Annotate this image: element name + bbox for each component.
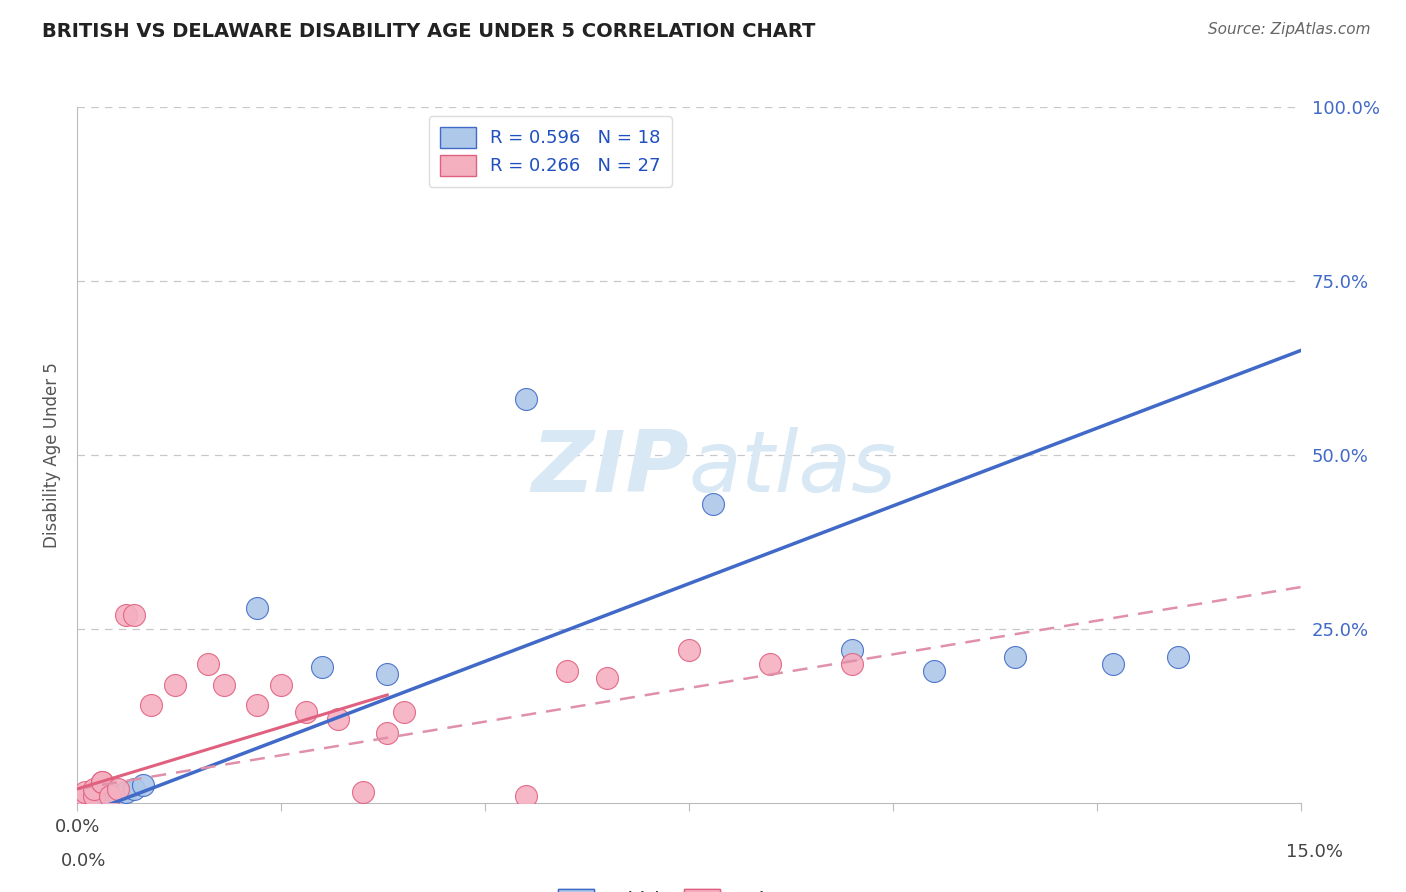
Text: ZIP: ZIP [531, 427, 689, 510]
Point [246, 601, 269, 615]
Point [124, 781, 146, 796]
Text: 0.0%: 0.0% [60, 852, 107, 870]
Text: 15.0%: 15.0% [1286, 843, 1343, 861]
Y-axis label: Disability Age Under 5: Disability Age Under 5 [44, 362, 62, 548]
Text: BRITISH VS DELAWARE DISABILITY AGE UNDER 5 CORRELATION CHART: BRITISH VS DELAWARE DISABILITY AGE UNDER… [42, 22, 815, 41]
Point [515, 392, 537, 407]
Legend: British, Delaware: British, Delaware [551, 881, 827, 892]
Point [270, 677, 292, 691]
Point [841, 642, 863, 657]
Point [922, 664, 945, 678]
Point [1102, 657, 1125, 671]
Point [75, 785, 97, 799]
Point [1167, 649, 1189, 664]
Text: Source: ZipAtlas.com: Source: ZipAtlas.com [1208, 22, 1371, 37]
Point [555, 664, 578, 678]
Point [83, 789, 105, 803]
Point [98, 789, 121, 803]
Point [98, 785, 121, 799]
Text: atlas: atlas [689, 427, 897, 510]
Point [311, 660, 333, 674]
Point [328, 712, 350, 726]
Point [124, 607, 146, 622]
Point [165, 677, 187, 691]
Point [596, 671, 619, 685]
Point [131, 778, 153, 792]
Point [1004, 649, 1026, 664]
Point [90, 775, 112, 789]
Point [75, 789, 97, 803]
Point [197, 657, 219, 671]
Point [702, 497, 724, 511]
Point [515, 789, 537, 803]
Point [90, 775, 112, 789]
Point [83, 789, 105, 803]
Point [294, 706, 316, 720]
Point [115, 607, 138, 622]
Point [392, 706, 415, 720]
Point [375, 726, 398, 740]
Point [246, 698, 269, 713]
Point [139, 698, 162, 713]
Point [107, 789, 129, 803]
Point [678, 642, 700, 657]
Point [107, 781, 129, 796]
Point [75, 789, 97, 803]
Point [115, 785, 138, 799]
Point [90, 785, 112, 799]
Point [352, 785, 374, 799]
Point [83, 781, 105, 796]
Point [375, 667, 398, 681]
Point [841, 657, 863, 671]
Point [212, 677, 235, 691]
Point [759, 657, 782, 671]
